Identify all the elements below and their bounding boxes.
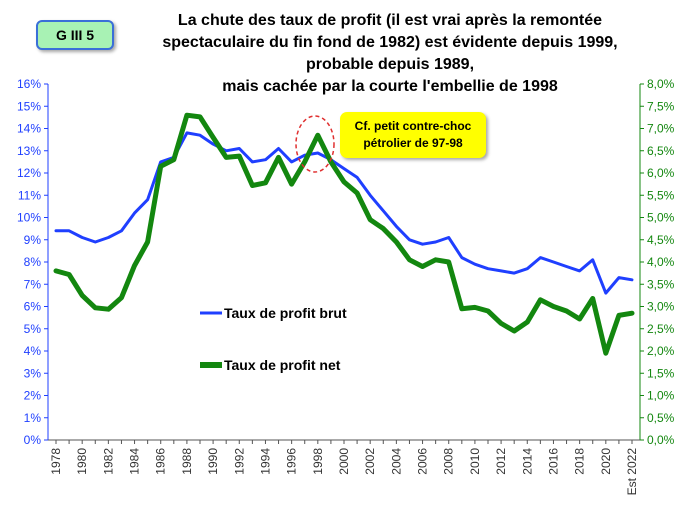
title-line-1: La chute des taux de profit (il est vrai…	[177, 12, 603, 29]
y-right-tick-label: 7,0%	[647, 122, 675, 136]
highlight-ellipse	[295, 115, 335, 173]
x-tick-label: 2020	[599, 448, 613, 475]
title-line-4: mais cachée par la courte l'embellie de …	[222, 78, 558, 95]
x-tick-label: 1990	[206, 448, 220, 475]
x-tick-label: 1988	[180, 448, 194, 475]
annotation-callout: Cf. petit contre-choc pétrolier de 97-98	[340, 112, 486, 158]
callout-line-2: pétrolier de 97-98	[363, 136, 463, 150]
x-tick-label: 1994	[258, 448, 272, 475]
y-left-tick-label: 15%	[17, 99, 41, 113]
y-right-tick-label: 2,0%	[647, 344, 675, 358]
y-right-tick-label: 0,0%	[647, 433, 675, 447]
title-line-3: probable depuis 1989,	[305, 56, 475, 73]
x-tick-label: 1998	[311, 448, 325, 475]
y-right-tick-label: 2,5%	[647, 322, 675, 336]
y-left-tick-label: 12%	[17, 166, 41, 180]
y-left-tick-label: 7%	[24, 277, 42, 291]
y-left-tick-label: 13%	[17, 144, 41, 158]
y-left-tick-label: 5%	[24, 322, 42, 336]
legend-label-net: Taux de profit net	[224, 357, 341, 373]
legend: Taux de profit brut Taux de profit net	[200, 305, 347, 373]
x-tick-label: 2004	[389, 448, 403, 475]
x-tick-label: 2016	[546, 448, 560, 475]
y-left-tick-label: 8%	[24, 255, 42, 269]
y-left-tick-label: 14%	[17, 122, 41, 136]
x-tick-label: 2002	[363, 448, 377, 475]
y-left-tick-label: 1%	[24, 411, 42, 425]
badge-label: G III 5	[55, 27, 95, 43]
chart-badge: G III 5	[36, 20, 114, 50]
x-tick-label: 2018	[573, 448, 587, 475]
y-right-tick-label: 5,5%	[647, 188, 675, 202]
chart-title: La chute des taux de profit (il est vrai…	[120, 10, 660, 98]
x-tick-label: 2008	[442, 448, 456, 475]
x-tick-label: 1992	[232, 448, 246, 475]
y-left-tick-label: 4%	[24, 344, 42, 358]
y-right-tick-label: 1,5%	[647, 366, 675, 380]
y-right-tick-label: 3,5%	[647, 277, 675, 291]
legend-label-brut: Taux de profit brut	[224, 305, 347, 321]
x-tick-label: Est 2022	[625, 448, 639, 496]
y-right-tick-label: 0,5%	[647, 411, 675, 425]
axes: 0% 1% 2% 3% 4% 5% 6% 7% 8% 9% 10% 11% 12% 13% 14% 15% 16…	[17, 77, 675, 495]
x-tick-label: 1984	[128, 448, 142, 475]
callout-line-1: Cf. petit contre-choc	[354, 119, 472, 133]
y-left-tick-label: 10%	[17, 211, 41, 225]
x-tick-label: 1980	[75, 448, 89, 475]
x-tick-label: 2006	[416, 448, 430, 475]
series-line-net	[53, 112, 635, 356]
y-right-tick-label: 3,0%	[647, 300, 675, 314]
y-right-tick-label: 6,0%	[647, 166, 675, 180]
y-left-tick-label: 9%	[24, 233, 42, 247]
x-tick-label: 1982	[101, 448, 115, 475]
y-left-tick-label: 0%	[24, 433, 42, 447]
y-right-tick-label: 4,5%	[647, 233, 675, 247]
x-tick-label: 1996	[285, 448, 299, 475]
y-right-tick-label: 4,0%	[647, 255, 675, 269]
y-left-tick-label: 16%	[17, 77, 41, 91]
x-tick-label: 2000	[337, 448, 351, 475]
y-left-tick-label: 11%	[18, 188, 41, 202]
y-left-tick-label: 6%	[24, 300, 42, 314]
x-tick-label: 2014	[520, 448, 534, 475]
y-right-tick-label: 8,0%	[647, 77, 675, 91]
series-lines	[53, 112, 635, 356]
x-tick-label: 2010	[468, 448, 482, 475]
y-right-tick-label: 5,0%	[647, 211, 675, 225]
series-line-brut	[54, 131, 634, 295]
title-line-2: spectaculaire du fin fond de 1982) est é…	[162, 34, 618, 51]
y-left-tick-label: 3%	[24, 366, 42, 380]
y-right-tick-label: 1,0%	[647, 389, 675, 403]
x-tick-label: 1986	[154, 448, 168, 475]
y-right-tick-label: 6,5%	[647, 144, 675, 158]
x-tick-label: 1978	[49, 448, 63, 475]
y-left-tick-label: 2%	[24, 389, 42, 403]
x-tick-label: 2012	[494, 448, 508, 475]
y-right-tick-label: 7,5%	[647, 99, 675, 113]
